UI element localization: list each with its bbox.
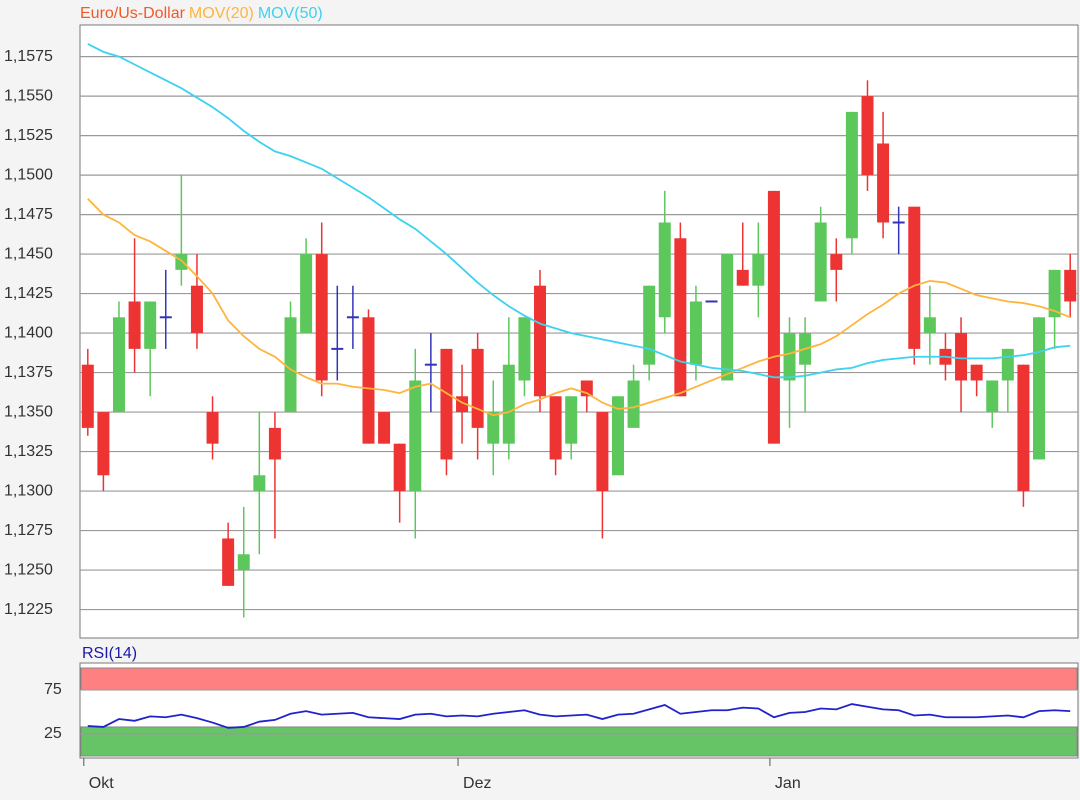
candle-body — [300, 254, 313, 334]
x-tick-label: Dez — [463, 775, 491, 792]
legend-entry: MOV(50) — [258, 5, 323, 22]
candle-body — [611, 396, 624, 476]
rsi-band — [80, 667, 1078, 691]
candle-body — [689, 301, 702, 365]
candle-body — [1033, 317, 1046, 460]
candle-body — [783, 333, 796, 381]
rsi-band — [80, 726, 1078, 757]
candle-body — [565, 396, 578, 444]
candle-body — [97, 412, 110, 476]
candle-body — [986, 380, 999, 413]
candle-body — [284, 317, 297, 413]
y-tick-label: 1,1300 — [4, 482, 53, 499]
candle-body — [518, 317, 531, 381]
y-tick-label: 1,1500 — [4, 166, 53, 183]
candle-body — [206, 412, 219, 444]
candle-body — [908, 206, 921, 349]
y-tick-label: 75 — [44, 681, 62, 698]
y-tick-label: 1,1250 — [4, 561, 53, 578]
candle-body — [268, 427, 281, 460]
candle-body — [440, 348, 453, 460]
candle-body — [144, 301, 157, 349]
legend-entry: MOV(20) — [189, 5, 254, 22]
moving-average — [87, 198, 1071, 417]
y-tick-label: 1,1350 — [4, 403, 53, 420]
moving-average — [87, 43, 1071, 379]
candle-body — [658, 222, 671, 318]
candle-body — [643, 285, 656, 365]
x-tick-label: Jan — [775, 775, 801, 792]
x-tick-label: Okt — [89, 775, 114, 792]
candle-body — [549, 396, 562, 460]
y-tick-label: 1,1400 — [4, 324, 53, 341]
candle-body — [721, 254, 734, 381]
candle-body — [736, 269, 749, 286]
candle-body — [128, 301, 141, 349]
y-tick-label: 1,1450 — [4, 245, 53, 262]
candle-body — [378, 412, 391, 444]
price-layer: 1,1225 1,1250 1,1275 1,1300 1,1325 1,1350 1,13… — [4, 43, 1078, 618]
y-tick-label: 1,1325 — [4, 443, 53, 460]
candle-body — [534, 285, 547, 397]
rsi-layer: 25 75 — [44, 667, 1078, 757]
candle-body — [861, 96, 874, 176]
candle-body — [1001, 348, 1014, 381]
legend-entry: Euro/Us-Dollar — [80, 5, 186, 22]
candle-body — [409, 380, 422, 492]
candle-body — [923, 317, 936, 334]
candle-body — [752, 254, 765, 286]
candle-body — [845, 111, 858, 239]
y-tick-label: 1,1225 — [4, 601, 53, 618]
candle-body — [237, 554, 250, 571]
legend: Euro/Us-Dollar MOV(20) MOV(50) — [80, 5, 323, 22]
candle-body — [471, 348, 484, 428]
rsi-line — [87, 703, 1071, 729]
candle-body — [830, 254, 843, 270]
rsi-title: RSI(14) — [82, 645, 137, 662]
candle-body — [970, 364, 983, 381]
candle-body — [112, 317, 125, 413]
candle-body — [767, 190, 780, 444]
y-tick-label: 1,1575 — [4, 48, 53, 65]
y-tick-label: 1,1525 — [4, 127, 53, 144]
candle-body — [362, 317, 375, 444]
y-tick-label: 1,1550 — [4, 87, 53, 104]
candle-body — [393, 443, 406, 492]
candle-body — [315, 254, 328, 381]
candle-body — [1064, 269, 1077, 302]
y-tick-label: 1,1375 — [4, 364, 53, 381]
candle-body — [190, 285, 203, 334]
candle-body — [596, 412, 609, 492]
candle-body — [81, 364, 94, 428]
y-tick-label: 1,1275 — [4, 522, 53, 539]
candle-body — [1017, 364, 1030, 492]
candle-body — [253, 475, 266, 492]
candle-body — [814, 222, 827, 302]
candle-body — [175, 254, 188, 270]
candle-body — [627, 380, 640, 428]
y-tick-label: 1,1475 — [4, 206, 53, 223]
candle-body — [502, 364, 515, 444]
candle-body — [1048, 269, 1061, 318]
y-tick-label: 25 — [44, 725, 62, 742]
candle-body — [487, 412, 500, 444]
candle-body — [955, 333, 968, 381]
candle-body — [674, 238, 687, 397]
y-tick-label: 1,1425 — [4, 285, 53, 302]
candle-body — [877, 143, 890, 223]
candle-body — [222, 538, 235, 586]
